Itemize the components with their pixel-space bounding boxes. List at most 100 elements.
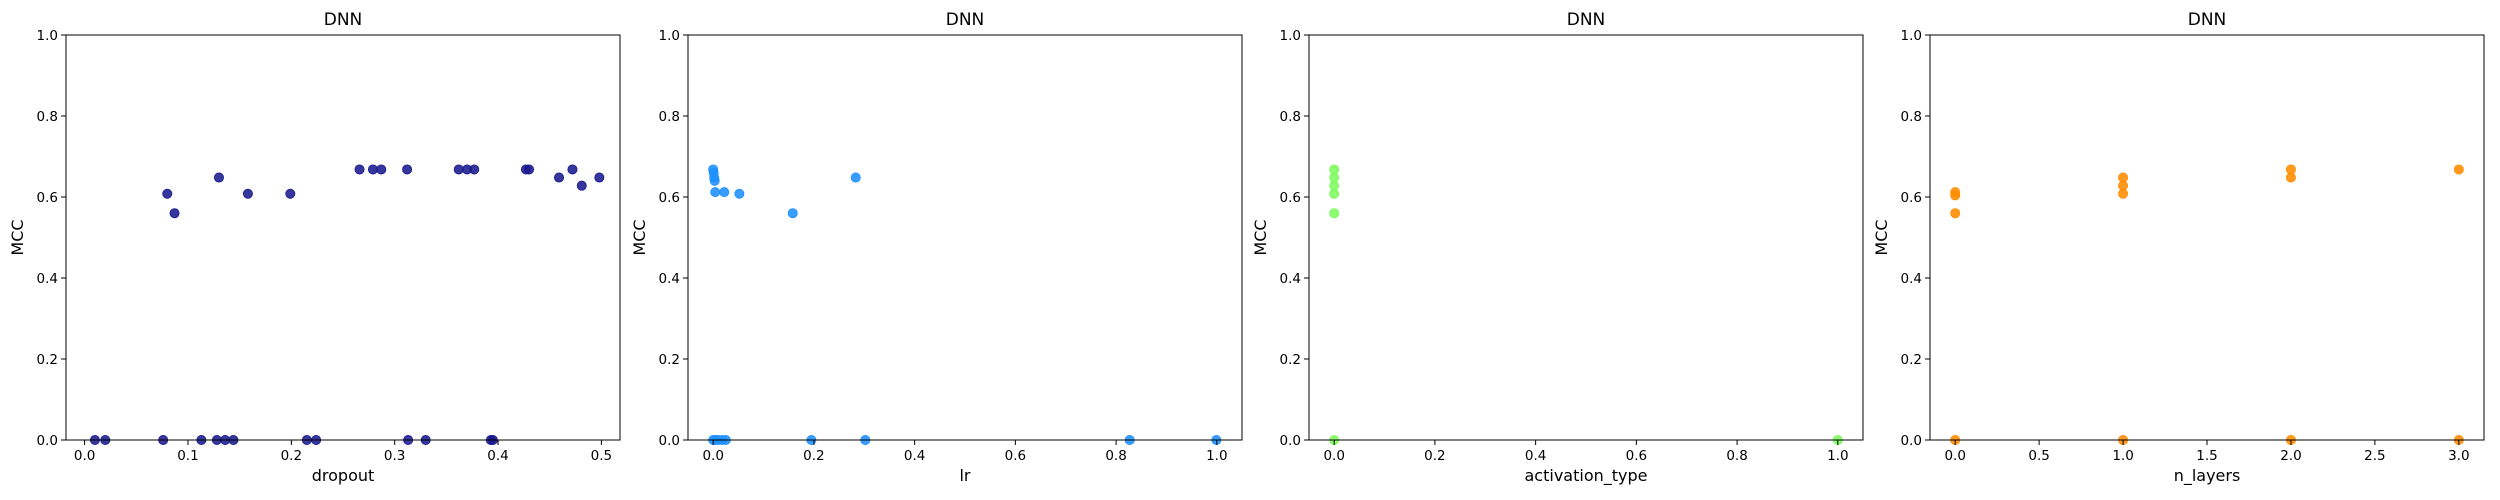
x-tick-label: 0.0 — [1944, 448, 1965, 464]
x-tick-label: 0.5 — [2028, 448, 2049, 464]
panel-n-layers: 0.0 0.5 1.0 1.5 2.0 2.5 3.0 0.0 0.2 0.4 0.6 0.8 1.0 D… — [1872, 10, 2485, 486]
x-tick-label: 0.2 — [803, 448, 824, 464]
data-point-20 — [453, 164, 464, 175]
x-tick-label: 0.1 — [177, 448, 198, 464]
y-tick-label: 0.4 — [37, 271, 58, 287]
x-tick-label: 0.0 — [702, 448, 723, 464]
data-point-29 — [576, 180, 587, 191]
y-tick-label: 0.0 — [1280, 433, 1301, 449]
y-tick-label: 1.0 — [37, 28, 58, 44]
y-axis-label: MCC — [630, 219, 649, 255]
y-tick-label: 0.8 — [1901, 109, 1922, 125]
y-tick-label: 0.8 — [37, 109, 58, 125]
x-tick-label: 0.5 — [591, 448, 612, 464]
data-point-17 — [402, 164, 413, 175]
y-axis-label: MCC — [1251, 219, 1270, 255]
x-axis-label: activation_type — [1525, 466, 1648, 486]
x-tick-label: 2.0 — [2280, 448, 2301, 464]
data-point-11 — [2453, 164, 2464, 175]
x-tick-label: 1.0 — [1827, 448, 1848, 464]
y-tick-label: 0.2 — [659, 352, 680, 368]
y-axis-label: MCC — [8, 219, 27, 255]
x-tick-label: 0.0 — [1323, 448, 1344, 464]
data-points — [1950, 164, 2464, 445]
data-point-3 — [162, 188, 173, 199]
y-tick-label: 0.6 — [1901, 190, 1922, 206]
y-tick-label: 0.8 — [659, 109, 680, 125]
axes-frame — [65, 34, 621, 441]
y-tick-label: 0.0 — [1901, 433, 1922, 449]
y-axis-label: MCC — [1872, 219, 1891, 255]
y-tick-label: 0.6 — [1280, 190, 1301, 206]
chart-title: DNN — [1567, 10, 1606, 30]
data-points — [89, 164, 605, 445]
y-tick-label: 0.6 — [37, 190, 58, 206]
x-tick-label: 1.0 — [2112, 448, 2133, 464]
x-axis-label: n_layers — [2174, 466, 2241, 486]
x-tick-label: 2.5 — [2364, 448, 2385, 464]
data-point-3 — [1329, 188, 1340, 199]
y-tick-label: 0.0 — [37, 433, 58, 449]
data-point-22 — [469, 164, 480, 175]
panel-lr: 0.0 0.2 0.4 0.6 0.8 1.0 0.0 0.2 0.4 0.6 0.8 1.0 DNN l… — [630, 10, 1243, 485]
data-point-6 — [2118, 188, 2129, 199]
data-point-4 — [169, 208, 180, 219]
chart-title: DNN — [946, 10, 985, 30]
data-point-10 — [719, 187, 730, 198]
data-point-14 — [850, 172, 861, 183]
data-point-28 — [567, 164, 578, 175]
y-tick-label: 1.0 — [1901, 28, 1922, 44]
y-tick-label: 0.2 — [37, 352, 58, 368]
x-tick-label: 0.4 — [904, 448, 925, 464]
x-tick-label: 1.5 — [2196, 448, 2217, 464]
x-axis-label: lr — [959, 466, 970, 485]
data-point-4 — [1329, 208, 1340, 219]
data-point-2 — [1950, 208, 1961, 219]
data-points — [708, 164, 1222, 445]
y-tick-label: 1.0 — [659, 28, 680, 44]
x-axis-label: dropout — [312, 466, 375, 485]
data-point-9 — [2285, 172, 2296, 183]
panel-dropout: 0.0 0.1 0.2 0.3 0.4 0.5 0.0 0.2 0.4 0.6 0.8 1.0 DNN d… — [8, 10, 621, 485]
x-tick-label: 0.3 — [384, 448, 405, 464]
x-tick-label: 0.4 — [1525, 448, 1546, 464]
x-tick-label: 0.6 — [1626, 448, 1647, 464]
y-tick-label: 1.0 — [1280, 28, 1301, 44]
x-tick-label: 0.8 — [1105, 448, 1126, 464]
data-point-16 — [376, 164, 387, 175]
x-tick-label: 0.8 — [1726, 448, 1747, 464]
axes-frame — [687, 34, 1243, 441]
axes-frame — [1308, 34, 1864, 441]
data-point-1 — [1950, 190, 1961, 201]
x-tick-label: 0.2 — [1424, 448, 1445, 464]
data-point-3 — [709, 175, 720, 186]
data-point-10 — [242, 188, 253, 199]
x-tick-label: 0.0 — [74, 448, 95, 464]
y-tick-label: 0.6 — [659, 190, 680, 206]
data-point-11 — [734, 188, 745, 199]
data-point-7 — [213, 172, 224, 183]
x-tick-label: 0.2 — [281, 448, 302, 464]
data-point-11 — [285, 188, 296, 199]
x-tick-label: 3.0 — [2448, 448, 2469, 464]
x-tick-label: 0.4 — [487, 448, 508, 464]
y-tick-label: 0.4 — [659, 271, 680, 287]
data-point-15 — [367, 164, 378, 175]
data-point-26 — [524, 164, 535, 175]
data-point-27 — [554, 172, 565, 183]
y-tick-label: 0.2 — [1280, 352, 1301, 368]
y-tick-label: 0.4 — [1901, 271, 1922, 287]
data-point-30 — [594, 172, 605, 183]
panel-activation-type: 0.0 0.2 0.4 0.6 0.8 1.0 0.0 0.2 0.4 0.6 0.8 1.0 DNN a… — [1251, 10, 1864, 486]
y-tick-label: 0.2 — [1901, 352, 1922, 368]
y-tick-label: 0.4 — [1280, 271, 1301, 287]
data-point-12 — [787, 208, 798, 219]
data-point-14 — [354, 164, 365, 175]
y-tick-label: 0.0 — [659, 433, 680, 449]
x-tick-label: 1.0 — [1206, 448, 1227, 464]
chart-title: DNN — [2188, 10, 2227, 30]
data-point-4 — [710, 187, 721, 198]
x-tick-label: 0.6 — [1005, 448, 1026, 464]
axes-frame — [1929, 34, 2485, 441]
y-tick-label: 0.8 — [1280, 109, 1301, 125]
